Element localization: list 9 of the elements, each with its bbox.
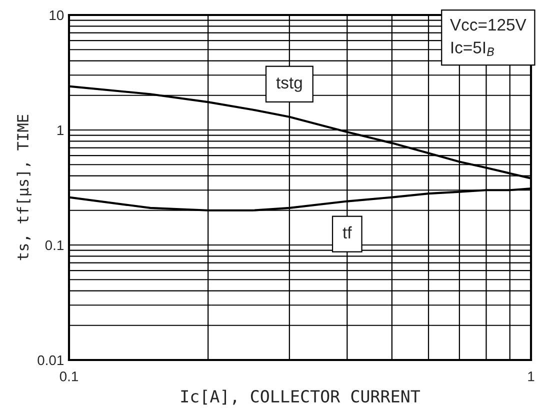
- y-tick-label: 10: [50, 10, 64, 20]
- series-label: tf: [342, 226, 352, 238]
- y-tick-label: 0.1: [45, 240, 64, 250]
- x-axis-title: Ic[A], COLLECTOR CURRENT: [181, 390, 420, 405]
- series-label: tstg: [276, 78, 302, 92]
- y-axis-title: ts, tf[μs], TIME: [16, 114, 32, 260]
- y-tick-label: 0.01: [38, 355, 64, 366]
- y-tick-label: 1: [57, 125, 64, 136]
- annotation: Vcc=125V Ic=5I$_{B}$: [450, 18, 526, 56]
